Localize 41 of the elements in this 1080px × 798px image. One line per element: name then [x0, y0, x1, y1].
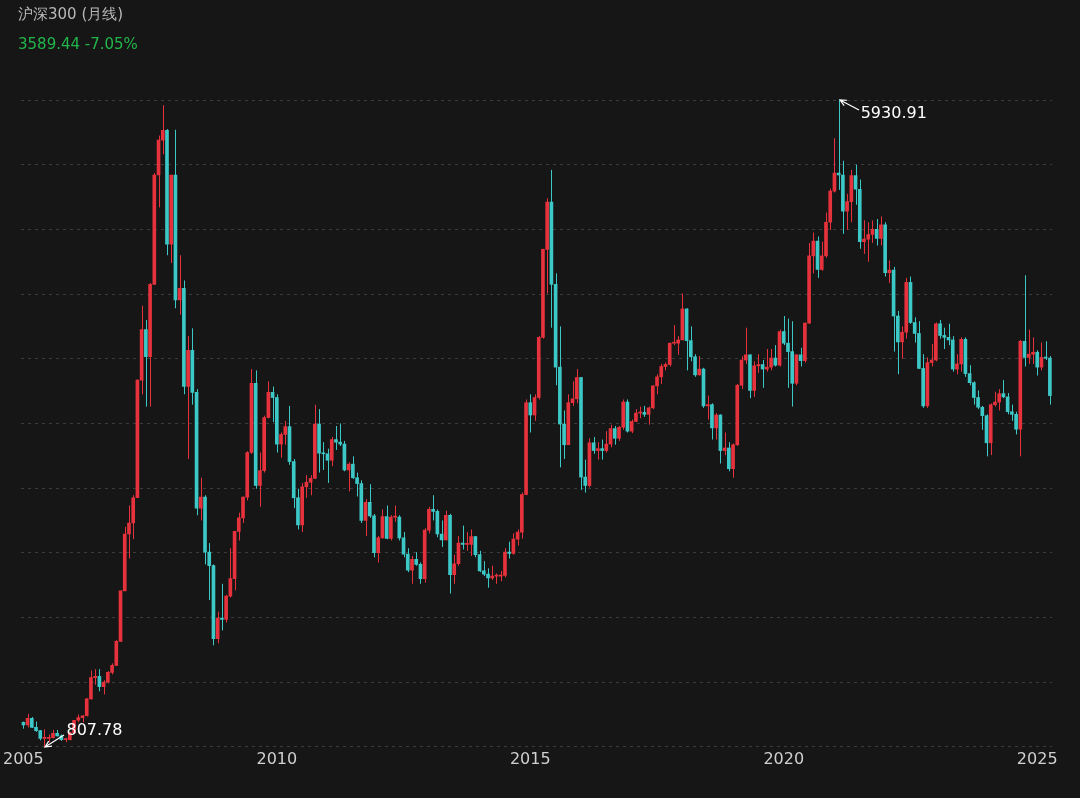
candlestick — [786, 318, 790, 389]
candlestick — [528, 393, 533, 433]
candlestick — [329, 436, 334, 467]
candlestick — [325, 448, 330, 484]
candlestick — [460, 525, 465, 551]
x-tick-label: 2010 — [256, 748, 298, 768]
candlestick — [938, 319, 942, 340]
annotation: 5930.91 — [860, 103, 927, 123]
candlestick — [583, 459, 588, 494]
candlestick — [351, 455, 355, 480]
candlestick — [89, 669, 93, 701]
candlestick — [874, 218, 879, 247]
chart-subtitle: 3589.44 -7.05% — [18, 35, 138, 53]
candlestick — [334, 425, 338, 451]
candlestick — [503, 547, 507, 578]
candlestick — [469, 528, 473, 557]
x-tick-label: 2020 — [763, 748, 805, 768]
candlestick — [215, 611, 220, 644]
candlestick — [220, 583, 224, 631]
candlestick — [410, 555, 414, 585]
candlestick — [769, 348, 773, 371]
candlestick — [604, 430, 609, 454]
candlestick — [198, 477, 203, 521]
candlestick — [866, 221, 871, 263]
candlestick — [710, 402, 714, 441]
candlestick — [612, 425, 617, 446]
candlestick — [224, 594, 228, 624]
candlestick — [727, 441, 731, 472]
candlestick — [1026, 329, 1031, 365]
candlestick — [862, 219, 866, 255]
x-tick-label: 2015 — [509, 748, 551, 768]
candlestick — [389, 514, 393, 541]
x-tick-label: 2005 — [3, 748, 44, 768]
candlestick — [376, 535, 381, 563]
candlestick — [705, 395, 710, 421]
candlestick — [465, 531, 469, 552]
x-tick-label: 2025 — [1016, 748, 1058, 768]
candlestick — [714, 412, 718, 441]
candlestick — [1035, 349, 1040, 377]
candlestick — [574, 368, 579, 404]
chart-title: 沪深300 (月线) — [18, 5, 124, 24]
